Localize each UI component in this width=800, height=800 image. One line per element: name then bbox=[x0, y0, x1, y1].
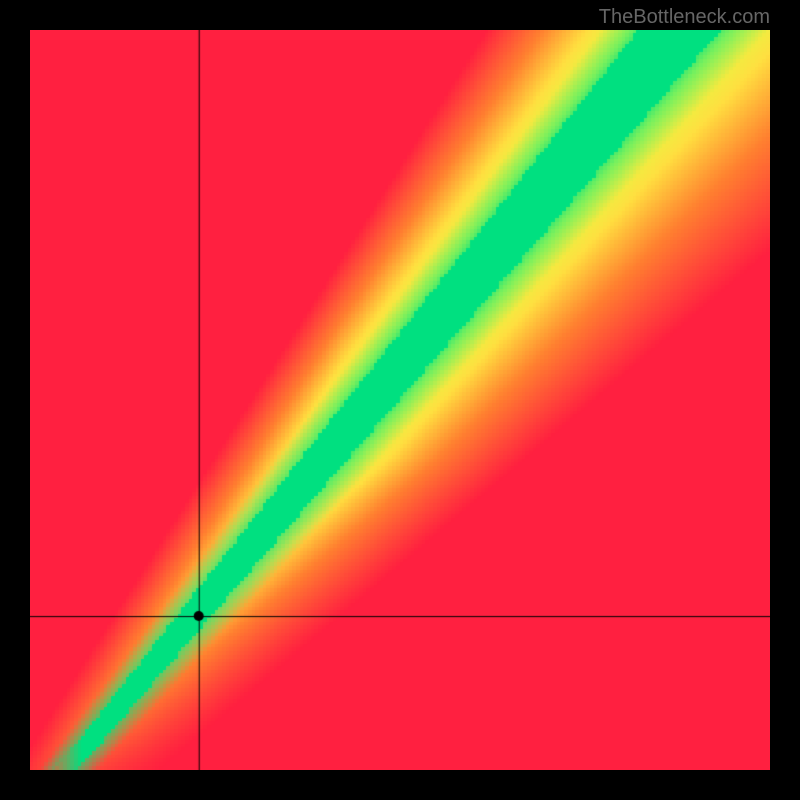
watermark-text: TheBottleneck.com bbox=[599, 6, 770, 29]
heatmap-canvas bbox=[30, 30, 770, 770]
bottleneck-heatmap bbox=[30, 30, 770, 770]
